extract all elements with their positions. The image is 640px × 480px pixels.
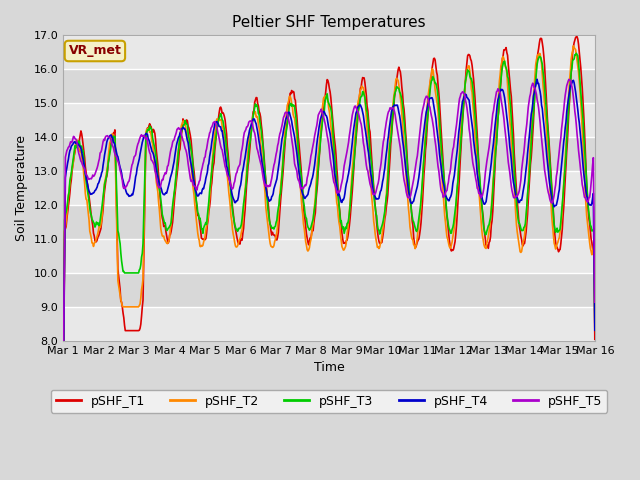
pSHF_T1: [178, 131, 186, 137]
pSHF_T1: [60, 418, 67, 423]
pSHF_T3: [178, 129, 186, 135]
Legend: pSHF_T1, pSHF_T2, pSHF_T3, pSHF_T4, pSHF_T5: pSHF_T1, pSHF_T2, pSHF_T3, pSHF_T4, pSHF…: [51, 390, 607, 413]
pSHF_T2: [394, 76, 401, 82]
pSHF_T3: [573, 50, 580, 56]
pSHF_T1: [409, 223, 417, 228]
pSHF_T5: [124, 181, 131, 187]
Bar: [63, 69, 595, 103]
pSHF_T5: [409, 180, 417, 186]
Bar: [63, 205, 595, 239]
Line: pSHF_T4: pSHF_T4: [63, 79, 595, 397]
pSHF_T2: [591, 327, 598, 333]
pSHF_T2: [178, 122, 186, 128]
pSHF_T2: [205, 196, 213, 202]
Bar: [63, 171, 595, 205]
pSHF_T1: [124, 328, 131, 334]
pSHF_T3: [205, 189, 213, 194]
Bar: [63, 239, 595, 273]
pSHF_T5: [205, 130, 213, 136]
pSHF_T4: [124, 192, 131, 197]
pSHF_T1: [591, 336, 598, 342]
pSHF_T5: [178, 132, 186, 138]
pSHF_T3: [409, 218, 417, 224]
pSHF_T4: [178, 127, 186, 132]
Y-axis label: Soil Temperature: Soil Temperature: [15, 135, 28, 241]
Line: pSHF_T1: pSHF_T1: [63, 37, 595, 420]
Bar: [63, 307, 595, 341]
pSHF_T4: [205, 154, 213, 160]
pSHF_T2: [124, 304, 131, 310]
pSHF_T5: [394, 127, 401, 132]
pSHF_T4: [533, 76, 541, 82]
pSHF_T4: [394, 102, 401, 108]
Line: pSHF_T5: pSHF_T5: [63, 79, 595, 387]
pSHF_T2: [60, 419, 67, 424]
pSHF_T4: [409, 199, 417, 204]
pSHF_T1: [69, 162, 77, 168]
pSHF_T2: [409, 237, 417, 243]
pSHF_T2: [69, 164, 77, 169]
pSHF_T5: [69, 136, 77, 142]
Bar: [63, 273, 595, 307]
pSHF_T4: [591, 327, 598, 333]
Line: pSHF_T2: pSHF_T2: [63, 46, 595, 421]
pSHF_T3: [60, 414, 67, 420]
pSHF_T4: [60, 395, 67, 400]
Bar: [63, 103, 595, 137]
Title: Peltier SHF Temperatures: Peltier SHF Temperatures: [232, 15, 426, 30]
pSHF_T4: [69, 142, 77, 147]
Text: VR_met: VR_met: [68, 45, 122, 58]
pSHF_T2: [570, 43, 577, 48]
pSHF_T5: [591, 300, 598, 305]
Line: pSHF_T3: pSHF_T3: [63, 53, 595, 417]
pSHF_T1: [573, 34, 580, 40]
pSHF_T5: [60, 384, 67, 390]
pSHF_T3: [69, 159, 77, 165]
Bar: [63, 36, 595, 69]
X-axis label: Time: Time: [314, 361, 344, 374]
pSHF_T3: [591, 320, 598, 325]
Bar: [63, 137, 595, 171]
pSHF_T1: [205, 204, 213, 210]
pSHF_T1: [394, 71, 401, 77]
pSHF_T5: [565, 76, 573, 82]
pSHF_T3: [124, 270, 131, 276]
pSHF_T3: [394, 84, 401, 90]
